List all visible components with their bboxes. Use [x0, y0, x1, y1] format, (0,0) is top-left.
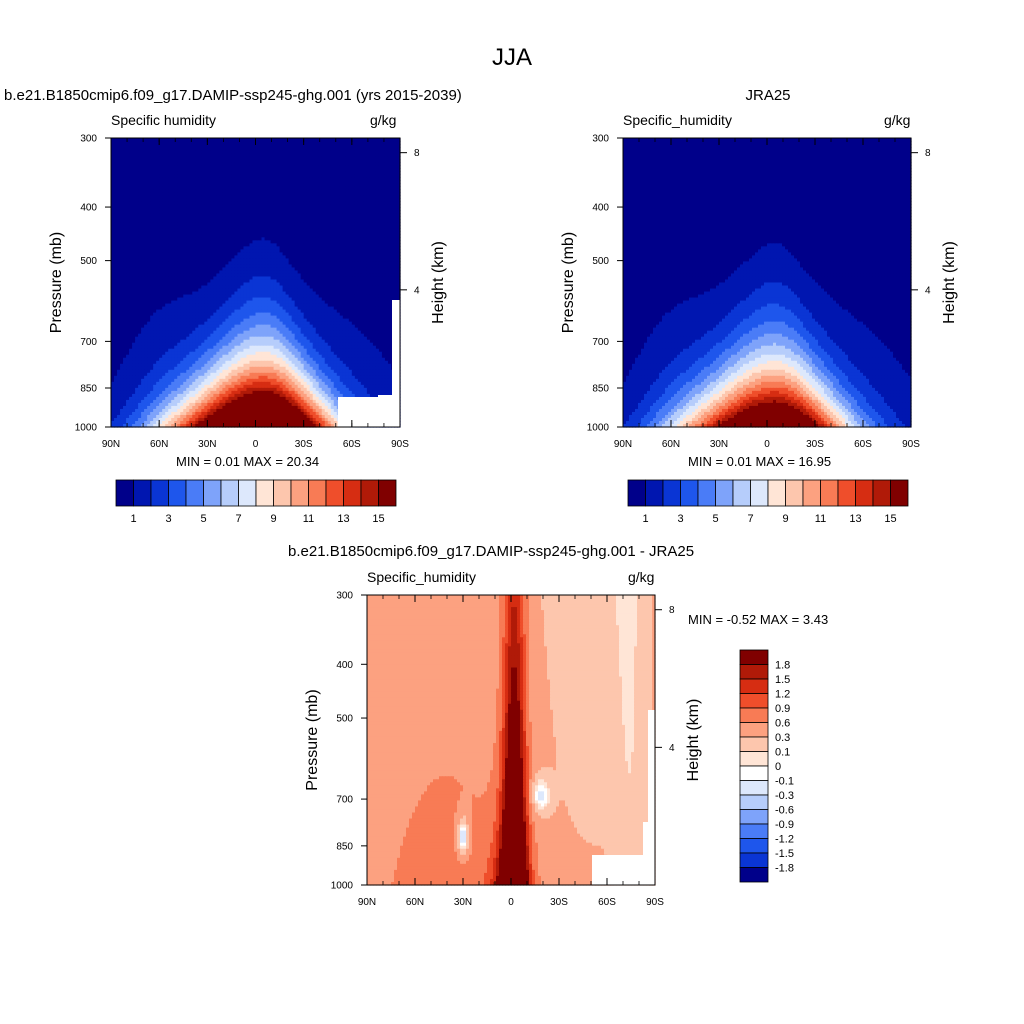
model-contour-field: [111, 138, 401, 428]
